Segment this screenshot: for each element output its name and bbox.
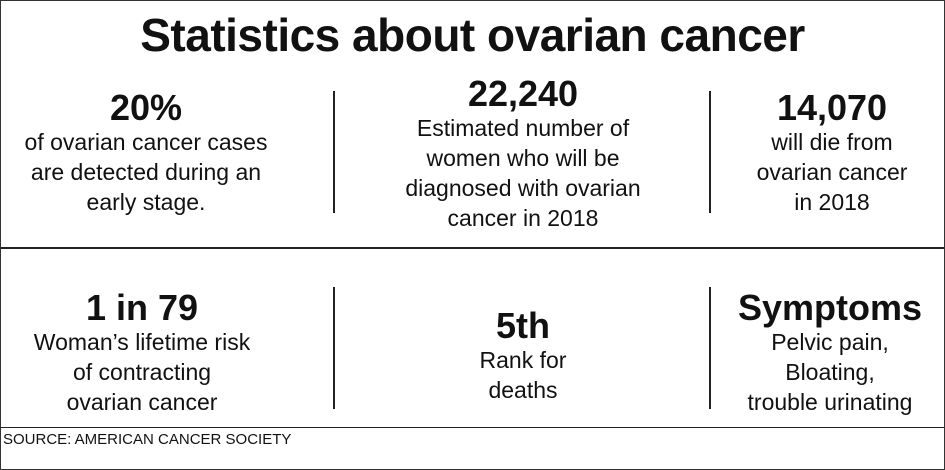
stat-symptoms: Symptoms Pelvic pain, Bloating, trouble …: [717, 289, 943, 417]
stat-death-rank: 5th Rank for deaths: [361, 307, 685, 405]
stat-description: Woman’s lifetime risk of contracting ova…: [33, 329, 251, 415]
stat-value: 22,240: [467, 73, 579, 114]
column-divider: [709, 287, 711, 409]
stat-deaths: 14,070 will die from ovarian cancer in 2…: [721, 89, 943, 217]
stat-lifetime-risk: 1 in 79 Woman’s lifetime risk of contrac…: [1, 289, 283, 417]
source-divider: [1, 427, 944, 428]
source-credit: SOURCE: AMERICAN CANCER SOCIETY: [3, 431, 292, 448]
column-divider: [333, 287, 335, 409]
stat-description: Pelvic pain, Bloating, trouble urinating: [747, 329, 913, 415]
page-title: Statistics about ovarian cancer: [140, 9, 805, 61]
stat-value: 1 in 79: [85, 287, 199, 328]
stat-description: of ovarian cancer cases are detected dur…: [24, 129, 268, 215]
stat-value: 5th: [496, 305, 550, 346]
stat-new-diagnoses: 22,240 Estimated number of women who wil…: [361, 75, 685, 233]
row-divider: [1, 247, 944, 249]
stat-description: will die from ovarian cancer in 2018: [756, 129, 908, 215]
stat-description: Estimated number of women who will be di…: [405, 115, 641, 231]
column-divider: [709, 91, 711, 213]
stat-description: Rank for deaths: [479, 347, 567, 403]
stat-value: Symptoms: [737, 287, 923, 328]
stat-value: 14,070: [776, 87, 888, 128]
column-divider: [333, 91, 335, 213]
stat-value: 20%: [109, 87, 183, 128]
stat-early-detection: 20% of ovarian cancer cases are detected…: [1, 89, 291, 217]
